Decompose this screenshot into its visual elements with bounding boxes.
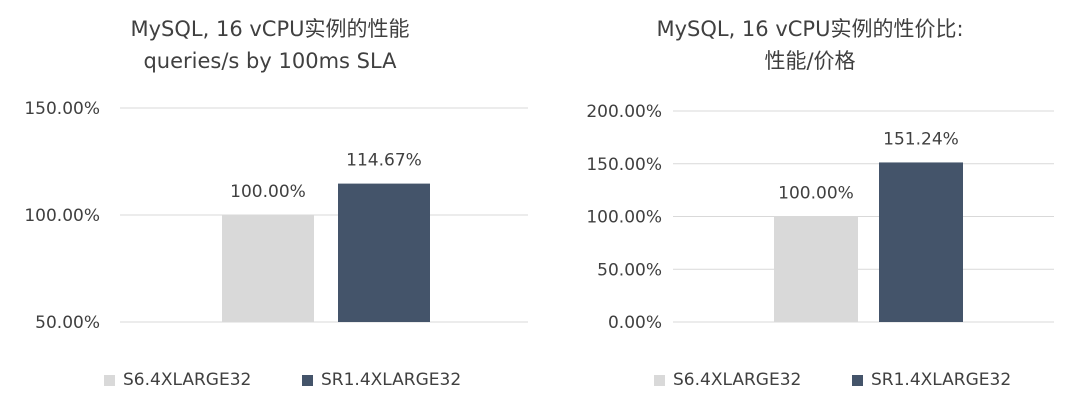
legend-label: S6.4XLARGE32 xyxy=(673,370,802,390)
y-tick-label: 50.00% xyxy=(35,313,100,333)
legend-label: SR1.4XLARGE32 xyxy=(321,370,462,390)
legend-item: SR1.4XLARGE32 xyxy=(302,370,461,390)
legend-swatch xyxy=(654,374,665,386)
y-tick-label: 200.00% xyxy=(586,102,662,122)
bar-s6-4xlarge32 xyxy=(774,216,858,322)
chart-plot: 50.00% 100.00% 150.00% 100.00% 114.67% xyxy=(24,99,528,333)
y-tick-label: 150.00% xyxy=(24,99,100,119)
y-tick-label: 100.00% xyxy=(24,206,100,226)
chart-plot: 0.00% 50.00% 100.00% 150.00% 200.00% 100.00% 1… xyxy=(586,102,1054,333)
bar-sr1-4xlarge32 xyxy=(338,183,430,322)
y-tick-label: 50.00% xyxy=(597,260,662,280)
data-label: 100.00% xyxy=(778,184,854,204)
y-tick-label: 0.00% xyxy=(608,313,662,333)
legend-item: S6.4XLARGE32 xyxy=(104,370,251,390)
legend-item: SR1.4XLARGE32 xyxy=(852,370,1011,390)
chart-title: MySQL, 16 vCPU实例的性能 xyxy=(130,17,410,41)
legend-item: S6.4XLARGE32 xyxy=(654,370,801,390)
chart-right: MySQL, 16 vCPU实例的性价比: 性能/价格 0.00% 50.00% 1… xyxy=(540,0,1080,400)
chart-subtitle: 性能/价格 xyxy=(764,49,856,73)
y-tick-label: 150.00% xyxy=(586,155,662,175)
data-label: 151.24% xyxy=(883,129,959,149)
legend-swatch xyxy=(852,374,863,386)
legend-swatch xyxy=(302,374,313,386)
legend-swatch xyxy=(104,374,115,386)
chart-subtitle: queries/s by 100ms SLA xyxy=(143,49,397,73)
chart-title: MySQL, 16 vCPU实例的性价比: xyxy=(656,17,964,41)
bar-s6-4xlarge32 xyxy=(222,215,314,322)
legend-label: SR1.4XLARGE32 xyxy=(871,370,1012,390)
bar-sr1-4xlarge32 xyxy=(879,162,963,322)
data-label: 114.67% xyxy=(346,151,422,171)
y-tick-label: 100.00% xyxy=(586,208,662,228)
legend-label: S6.4XLARGE32 xyxy=(123,370,252,390)
data-label: 100.00% xyxy=(230,182,306,202)
chart-left: MySQL, 16 vCPU实例的性能 queries/s by 100ms S… xyxy=(24,17,528,390)
